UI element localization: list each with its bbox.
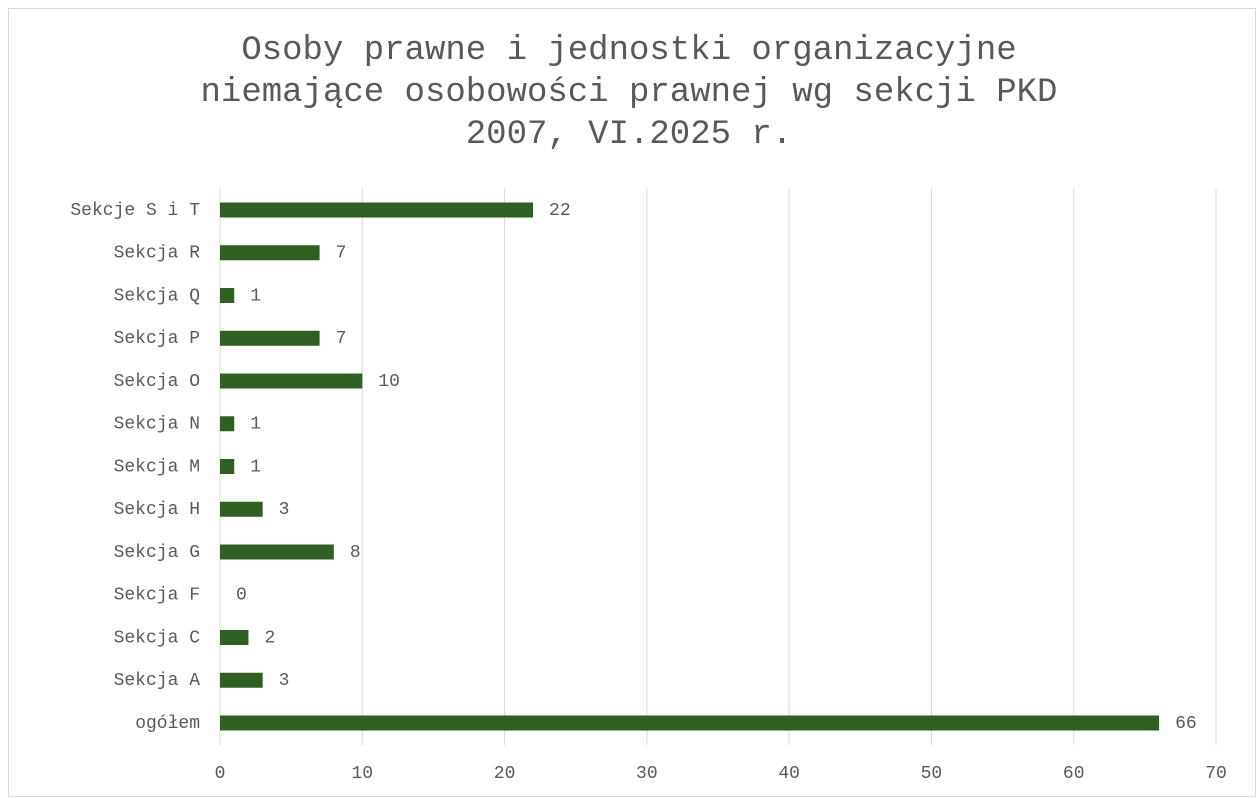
x-tick-label: 20 [494,764,516,784]
data-label: 0 [236,586,247,606]
data-label: 7 [336,329,347,349]
data-label: 7 [336,244,347,264]
data-label: 66 [1175,714,1197,734]
bar [220,416,235,432]
x-tick-label: 30 [636,764,658,784]
x-tick-label: 40 [778,764,800,784]
y-tick-label: Sekcja F [114,586,200,606]
data-label: 22 [549,201,571,221]
data-label: 10 [378,372,400,392]
y-tick-label: Sekcja R [114,244,201,264]
y-tick-label: Sekcja Q [114,286,200,306]
data-label: 3 [279,671,290,691]
y-tick-label: Sekcja P [114,329,200,349]
y-tick-label: Sekcja C [114,628,201,648]
data-label: 2 [264,628,275,648]
bar [220,373,363,389]
data-label: 3 [279,500,290,520]
x-tick-label: 0 [215,764,226,784]
bar [220,630,249,645]
bar [220,715,1160,731]
bar [220,459,235,474]
chart-border [8,8,1256,797]
y-tick-label: Sekcje S i T [70,201,200,221]
bar [220,544,334,560]
data-label: 8 [350,543,361,563]
bar [220,245,320,261]
y-tick-label: Sekcja M [114,457,200,477]
bar [220,202,534,218]
y-tick-label: Sekcja A [114,671,201,691]
data-label: 1 [250,457,261,477]
y-tick-label: Sekcja N [114,415,200,435]
bar [220,501,263,517]
y-tick-label: Sekcja O [114,372,200,392]
x-tick-label: 50 [921,764,943,784]
bar [220,288,235,303]
bar [220,672,263,688]
bar [220,330,320,346]
data-label: 1 [250,415,261,435]
y-tick-label: Sekcja G [114,543,200,563]
y-tick-label: Sekcja H [114,500,200,520]
x-tick-label: 70 [1205,764,1227,784]
x-tick-label: 10 [351,764,373,784]
y-tick-label: ogółem [135,714,200,734]
chart-title: Osoby prawne i jednostki organizacyjne n… [200,32,1058,154]
data-label: 1 [250,286,261,306]
x-tick-label: 60 [1063,764,1085,784]
